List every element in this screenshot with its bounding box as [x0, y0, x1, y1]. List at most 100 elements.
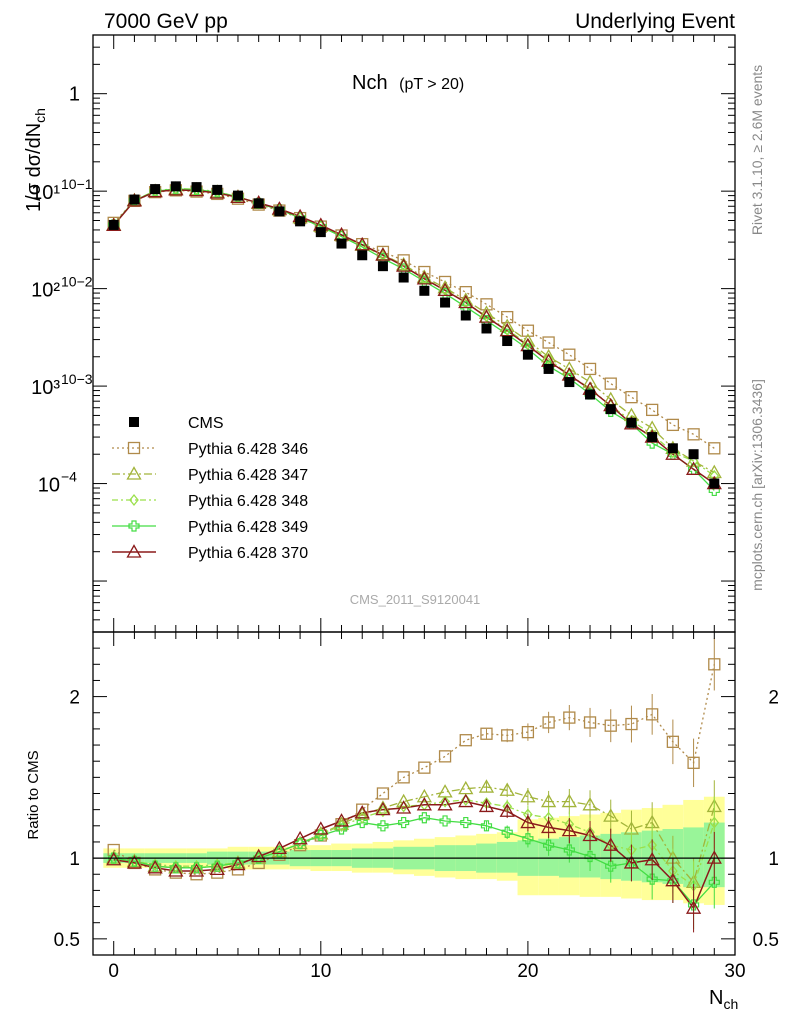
data-point: [398, 272, 409, 283]
series-point-ratio: [603, 837, 619, 851]
series-point-ratio: [336, 819, 347, 832]
series-point-ratio: [253, 852, 265, 864]
series-point-ratio: [459, 734, 472, 747]
data-point: [191, 182, 202, 193]
series-point-ratio: [397, 771, 410, 784]
series-point-main: [418, 265, 431, 279]
series-markers: [106, 181, 722, 933]
series-point-main: [521, 324, 535, 337]
y-tick-label: 10: [38, 475, 60, 497]
series-point-main: [685, 461, 702, 475]
series-point-main: [501, 310, 514, 324]
series-point-main: [480, 298, 493, 311]
series-point-ratio: [542, 716, 555, 729]
series-point-ratio: [604, 719, 617, 732]
y-tick-label: 10³: [31, 377, 60, 399]
x-tick-label: 0: [108, 961, 119, 982]
series-point-ratio: [685, 900, 702, 914]
series-point-main: [396, 258, 412, 272]
legend-label: Pythia 6.428 347: [188, 467, 308, 484]
x-axis-label-sub: ch: [723, 996, 738, 1012]
series-point-main: [416, 271, 432, 285]
data-point: [295, 216, 306, 227]
series-line-ratio: [113, 664, 715, 875]
y-axis-label-sub: ch: [32, 108, 48, 123]
legend-label: Pythia 6.428 370: [188, 545, 308, 562]
series-point-ratio: [499, 803, 515, 817]
series-point-main: [563, 348, 576, 361]
y-tick-label-exponent: 10−1: [61, 176, 93, 192]
series-point-ratio: [398, 800, 409, 813]
header-right: Underlying Event: [575, 10, 735, 33]
series-point-ratio: [563, 711, 576, 724]
series-point-ratio: [625, 717, 638, 731]
series-point-main: [458, 292, 474, 306]
ratio-tick-label-left: 0.5: [54, 930, 80, 951]
legend-label: Pythia 6.428 346: [188, 441, 308, 458]
series-point-ratio: [188, 863, 205, 877]
series-point-ratio: [563, 844, 575, 856]
series-point-main: [582, 374, 598, 388]
ratio-axis-label-text: Ratio to CMS: [25, 750, 42, 839]
ratio-tick-label-left: 1: [69, 849, 80, 870]
x-tick-label: 30: [724, 961, 745, 982]
ratio-tick-label-right: 1: [768, 849, 779, 870]
data-point: [626, 417, 637, 428]
series-point-main: [458, 294, 474, 309]
series-point-ratio: [416, 788, 432, 803]
series-point-ratio: [460, 816, 472, 829]
series-point-main: [646, 403, 659, 417]
series-point-main: [523, 338, 533, 351]
series-point-ratio: [418, 761, 431, 774]
series-point-ratio: [437, 796, 453, 811]
legend-marker-cms: [129, 417, 139, 427]
legend-label: Pythia 6.428 349: [188, 519, 308, 536]
series-point-ratio: [665, 872, 681, 887]
inner-band-bin: [538, 838, 559, 876]
series-point-ratio: [375, 800, 391, 814]
data-point: [170, 181, 181, 192]
legend-marker: [129, 493, 139, 507]
series-point-main: [625, 391, 638, 404]
series-point-ratio: [440, 795, 450, 808]
series-point-main: [708, 442, 721, 455]
series-point-ratio: [540, 793, 557, 808]
data-point: [150, 184, 161, 195]
series-point-ratio: [646, 708, 659, 721]
data-point: [129, 194, 140, 205]
series-point-ratio: [708, 876, 720, 888]
series-point-ratio: [561, 822, 577, 837]
mcplots-label-text: mcplots.cern.ch [arXiv:1306.3436]: [749, 379, 765, 591]
data-point: [253, 198, 264, 209]
y-tick-label: 10¹: [31, 182, 60, 204]
legend-label: Pythia 6.428 348: [188, 493, 308, 510]
x-tick-label: 10: [310, 961, 331, 982]
series-line-main: [113, 187, 715, 477]
series-point-main: [437, 282, 453, 297]
data-point: [605, 404, 616, 415]
ratio-tick-label-left: 2: [69, 688, 80, 709]
series-point-ratio: [357, 811, 368, 824]
series-point-ratio: [416, 796, 432, 811]
series-point-ratio: [582, 796, 598, 811]
y-axis-label-main: 1/σ dσ/dN: [23, 123, 45, 212]
series-point-main: [376, 245, 390, 259]
data-point: [667, 443, 678, 454]
series-point-ratio: [458, 793, 474, 808]
y-tick-label-exponent: 10−3: [61, 371, 93, 387]
series-point-ratio: [354, 806, 370, 821]
series-point-ratio: [251, 848, 267, 863]
series-point-ratio: [335, 823, 348, 835]
series-point-ratio: [378, 805, 388, 818]
legend-marker: [126, 466, 142, 480]
data-point: [336, 238, 347, 249]
series-point-ratio: [687, 899, 700, 911]
series-point-ratio: [418, 812, 430, 824]
ratio-frame: [92, 631, 736, 956]
series-point-ratio: [171, 860, 181, 873]
series-point-ratio: [437, 784, 453, 798]
ratio-axis-label: Ratio to CMS: [25, 750, 42, 839]
x-tick-label: 20: [517, 961, 538, 982]
series-point-ratio: [644, 851, 660, 866]
